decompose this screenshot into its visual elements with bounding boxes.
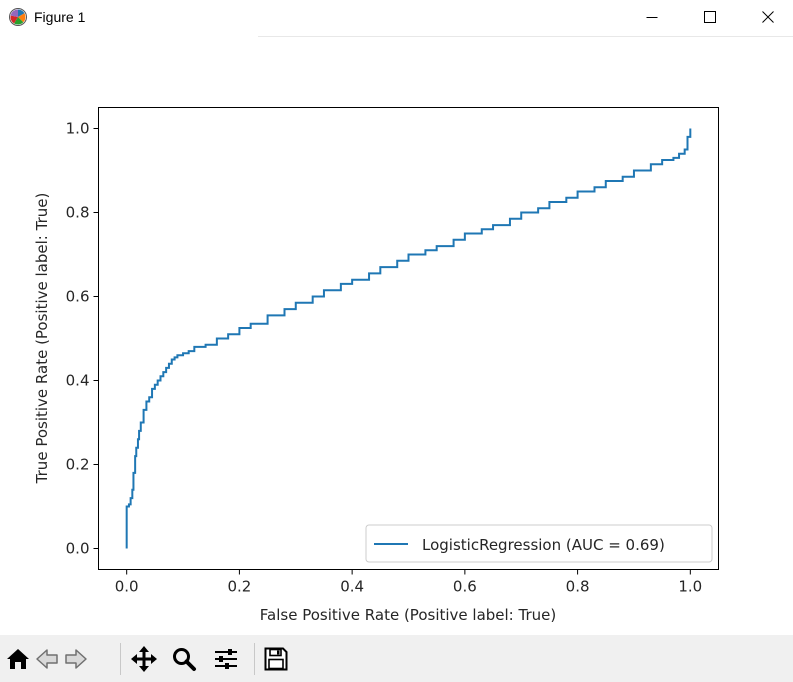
toolbar-separator: [254, 643, 255, 675]
back-icon: [36, 649, 58, 669]
x-axis-label: False Positive Rate (Positive label: Tru…: [260, 606, 556, 624]
axis-ticks: 0.0 0.2 0.4 0.6 0.8 1.0 0.0 0.2 0.4 0.6 0.8 1.0: [66, 120, 703, 596]
x-tick-label: 1.0: [678, 578, 702, 596]
home-icon: [7, 649, 29, 669]
y-tick-label: 0.0: [66, 540, 90, 558]
save-button[interactable]: [262, 644, 290, 674]
legend-label: LogisticRegression (AUC = 0.69): [422, 536, 665, 554]
roc-curve-line: [125, 128, 692, 549]
title-bar: Figure 1: [0, 0, 793, 37]
minimize-icon: [646, 17, 658, 18]
forward-button[interactable]: [62, 644, 90, 674]
save-icon: [264, 647, 288, 671]
y-tick-label: 0.2: [66, 456, 90, 474]
x-tick-label: 0.8: [566, 578, 590, 596]
series-layer: [125, 128, 692, 549]
configure-subplots-icon: [215, 649, 237, 669]
x-tick-label: 0.0: [115, 578, 139, 596]
pan-button[interactable]: [130, 644, 158, 674]
forward-icon: [65, 649, 87, 669]
window-title: Figure 1: [34, 9, 86, 25]
roc-chart: 0.0 0.2 0.4 0.6 0.8 1.0 0.0 0.2 0.4 0.6 0.8 1.0 Fal…: [33, 107, 719, 624]
configure-subplots-button[interactable]: [212, 644, 240, 674]
maximize-button[interactable]: [681, 0, 739, 34]
x-tick-label: 0.6: [453, 578, 477, 596]
matplotlib-icon: [9, 8, 27, 26]
pan-icon: [131, 646, 157, 672]
maximize-icon: [704, 11, 716, 23]
x-tick-label: 0.2: [227, 578, 251, 596]
x-tick-label: 0.4: [340, 578, 364, 596]
legend-box: [365, 524, 713, 563]
close-button[interactable]: [739, 0, 793, 34]
title-divider: [258, 36, 793, 37]
home-button[interactable]: [4, 644, 32, 674]
legend: LogisticRegression (AUC = 0.69): [365, 524, 713, 563]
y-tick-label: 0.4: [66, 372, 90, 390]
back-button[interactable]: [33, 644, 61, 674]
toolbar-separator: [120, 643, 121, 675]
y-tick-label: 0.8: [66, 204, 90, 222]
figure-canvas[interactable]: 0.0 0.2 0.4 0.6 0.8 1.0 0.0 0.2 0.4 0.6 0.8 1.0 Fal…: [0, 37, 793, 635]
zoom-button[interactable]: [170, 644, 198, 674]
minimize-button[interactable]: [623, 0, 681, 34]
zoom-icon: [173, 648, 196, 671]
y-tick-label: 1.0: [66, 120, 90, 138]
y-axis-label: True Positive Rate (Positive label: True…: [33, 193, 51, 485]
axes-frame: [98, 107, 719, 570]
close-icon: [762, 11, 774, 23]
y-tick-label: 0.6: [66, 288, 90, 306]
navigation-toolbar: [0, 635, 793, 682]
